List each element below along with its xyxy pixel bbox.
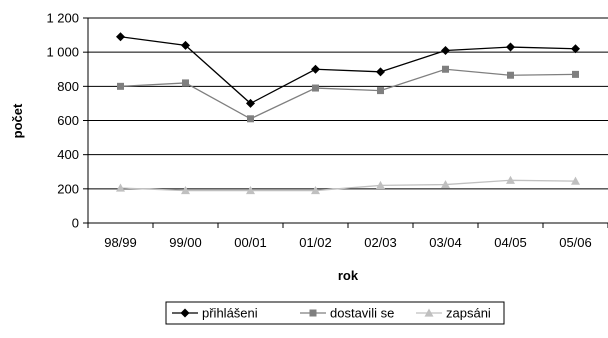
legend-label: dostavili se [330, 306, 394, 321]
data-point-marker [572, 70, 579, 78]
legend-label: přihlášeni [202, 306, 258, 321]
series-line [120, 179, 576, 192]
data-point-marker [507, 71, 514, 79]
x-tick-label: 01/02 [299, 235, 332, 250]
data-point-marker [311, 186, 320, 195]
data-point-marker [441, 180, 450, 189]
legend-item: zapsáni [416, 306, 491, 321]
series-layer [116, 32, 580, 195]
data-point-marker [311, 64, 320, 74]
data-point-marker [246, 186, 255, 195]
y-axis-title: počet [10, 103, 25, 138]
plot-area [88, 17, 608, 190]
series-line [120, 68, 576, 120]
legend-marker [309, 309, 317, 317]
data-point-marker [117, 82, 124, 90]
data-point-marker [181, 186, 190, 195]
x-tick-label: 02/03 [364, 235, 397, 250]
x-tick-label: 03/04 [429, 235, 462, 250]
legend-label: zapsáni [446, 306, 491, 321]
data-point-marker [116, 32, 125, 42]
y-axis: 0 200 400 600 800 1 000 1 200 [46, 11, 89, 231]
legend-item: přihlášeni [172, 306, 258, 321]
data-point-marker [376, 67, 385, 77]
legend-box [165, 301, 505, 325]
y-tick-label: 600 [57, 113, 79, 128]
legend-marker [424, 308, 434, 317]
data-point-marker [247, 115, 254, 123]
y-tick-label: 1 000 [46, 45, 79, 60]
x-axis-title: rok [338, 268, 359, 283]
data-point-marker [376, 180, 385, 190]
data-point-marker [571, 44, 580, 54]
data-point-marker [116, 183, 125, 192]
data-point-marker [377, 87, 384, 95]
y-tick-label: 1 200 [46, 11, 79, 26]
data-point-marker [506, 175, 515, 184]
data-point-marker [181, 40, 190, 50]
data-point-marker [442, 65, 449, 73]
data-point-marker [246, 98, 255, 108]
legend-item: dostavili se [300, 306, 394, 321]
data-point-marker [182, 79, 189, 87]
y-tick-label: 200 [57, 181, 79, 196]
y-tick-label: 0 [72, 216, 79, 231]
x-tick-label: 04/05 [494, 235, 527, 250]
series-line [120, 36, 576, 105]
legend: přihlášeni dostavili se zapsáni [165, 301, 505, 325]
y-tick-label: 400 [57, 147, 79, 162]
data-point-marker [571, 176, 580, 185]
x-tick-label: 99/00 [169, 235, 202, 250]
x-tick-label: 00/01 [234, 235, 267, 250]
x-axis: 98/99 99/00 00/01 01/02 02/03 03/04 04/05 05/06 [87, 222, 608, 250]
data-point-marker [441, 45, 450, 55]
data-point-marker [506, 42, 515, 52]
data-point-marker [312, 84, 319, 92]
y-tick-label: 800 [57, 79, 79, 94]
legend-marker [180, 308, 190, 318]
series-1 [116, 32, 580, 108]
x-tick-label: 98/99 [104, 235, 137, 250]
series-2 [117, 65, 579, 123]
series-3 [116, 175, 580, 195]
x-tick-label: 05/06 [559, 235, 592, 250]
